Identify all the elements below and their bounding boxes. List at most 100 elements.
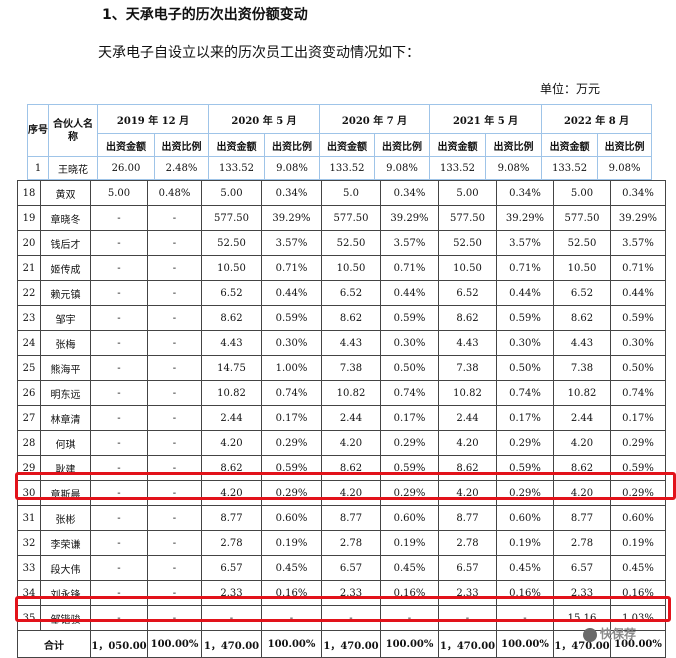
table-cell: 133.52 [429, 156, 487, 180]
table-cell: 30 [17, 480, 41, 506]
table-cell: 0.60% [496, 505, 554, 531]
table-row: 22 赖元镇 - -6.52 0.44% 6.52 0.44% 6.52 0.44% 6.52 0.… [17, 280, 666, 306]
table-row: 30 章斯晨 - -4.20 0.29% 4.20 0.29% 4.20 0.29% 4.20 0.… [17, 480, 666, 506]
total-label: 合计 [17, 630, 91, 658]
table-cell: 9.08% [485, 156, 543, 180]
table-cell: 0.29% [610, 430, 666, 456]
table-cell: - [90, 505, 148, 531]
table-cell: 2.44 [553, 405, 611, 431]
table-cell: - [147, 505, 202, 531]
table-cell: 0.59% [261, 305, 322, 331]
table-cell: 0.45% [380, 555, 439, 581]
table-cell: - [147, 205, 202, 231]
table-row: 1 王晓花 26.00 2.48% 133.52 9.08% 133.52 9.08% 133.… [27, 156, 653, 180]
table-cell: 20 [17, 230, 41, 256]
table-cell: 0.16% [610, 580, 666, 606]
table-cell: 26 [17, 380, 41, 406]
table-cell: 52.50 [201, 230, 262, 256]
table-cell: 1.03% [610, 605, 666, 631]
total-cell: 1，470.00 [321, 630, 381, 658]
total-row: 合计 1，050.00 100.00% 1，470.00 100.00% 1，470.00… [17, 630, 666, 658]
table-cell: 张彬 [40, 505, 91, 531]
table-cell: 0.19% [496, 530, 554, 556]
table-cell: - [90, 280, 148, 306]
table-cell: 8.62 [321, 305, 381, 331]
table-cell: 何琪 [40, 430, 91, 456]
table-cell: 0.74% [380, 380, 439, 406]
table-row: 24 张梅 - -4.43 0.30% 4.43 0.30% 4.43 0.30% 4.43 0.3… [17, 330, 666, 356]
total-cell: 1，050.00 [90, 630, 148, 658]
table-cell: - [147, 605, 202, 631]
table-cell: 0.44% [610, 280, 666, 306]
subheader-row: 出资金额 出资比例 出资金额 出资比例 出资金额 出资比例 出资金额 出资比例 出资金额 出资比例 [28, 133, 653, 157]
table-row: 19 章晓冬 - -577.50 39.29% 577.50 39.29% 577.50 39.… [17, 205, 666, 231]
table-cell: 2.44 [438, 405, 497, 431]
total-cell: 1，470.00 [201, 630, 262, 658]
ratio-subheader: 出资比例 [374, 133, 431, 157]
period-header: 2020 年 5 月 [208, 104, 321, 134]
table-cell: 林章清 [40, 405, 91, 431]
table-cell: - [147, 355, 202, 381]
table-cell: 0.50% [380, 355, 439, 381]
table-cell: - [90, 530, 148, 556]
table-cell: - [147, 555, 202, 581]
table-cell: 10.82 [201, 380, 262, 406]
table-cell: 52.50 [438, 230, 497, 256]
table-cell: 8.77 [201, 505, 262, 531]
table-cell: 27 [17, 405, 41, 431]
table-cell: 8.77 [553, 505, 611, 531]
table-row: 35 邹锴骏 - - - - - - - -15.16 1.03% [17, 605, 666, 631]
ratio-subheader: 出资比例 [264, 133, 321, 157]
table-cell: 6.57 [553, 555, 611, 581]
table-cell: - [90, 230, 148, 256]
table-cell: 1 [27, 156, 49, 180]
table-cell: 0.60% [610, 505, 666, 531]
table-cell: - [147, 330, 202, 356]
table-row: 21 姬传成 - -10.50 0.71% 10.50 0.71% 10.50 0.71% 10.… [17, 255, 666, 281]
ratio-subheader: 出资比例 [597, 133, 653, 157]
table-cell: 2.33 [438, 580, 497, 606]
table-cell: 2.44 [321, 405, 381, 431]
table-cell: 4.20 [321, 430, 381, 456]
table-cell: - [147, 305, 202, 331]
seq-header: 序号 [27, 104, 49, 157]
table-cell: 21 [17, 255, 41, 281]
table-row: 27 林章清 - -2.44 0.17% 2.44 0.17% 2.44 0.17% 2.44 0.… [17, 405, 666, 431]
table-cell: 李荣谦 [40, 530, 91, 556]
table-row: 29 耿建 - -8.62 0.59% 8.62 0.59% 8.62 0.59% 8.62 0.5… [17, 455, 666, 481]
table-cell: 7.38 [553, 355, 611, 381]
table-cell: 577.50 [321, 205, 381, 231]
table-cell: - [147, 380, 202, 406]
table-cell: 2.78 [201, 530, 262, 556]
table-cell: 0.30% [261, 330, 322, 356]
table-cell: 8.62 [201, 455, 262, 481]
table-cell: 10.82 [321, 380, 381, 406]
table-cell: - [90, 380, 148, 406]
table-cell: 133.52 [541, 156, 599, 180]
table-cell: 钱后才 [40, 230, 91, 256]
table-cell: 39.29% [610, 205, 666, 231]
table-cell: - [147, 480, 202, 506]
table-cell: 5.00 [438, 180, 497, 206]
table-cell: 577.50 [438, 205, 497, 231]
table-cell: 4.43 [553, 330, 611, 356]
table-cell: 6.52 [553, 280, 611, 306]
table-cell: 39.29% [380, 205, 439, 231]
table-cell: 8.77 [321, 505, 381, 531]
table-cell: 0.59% [261, 455, 322, 481]
table-cell: 0.60% [380, 505, 439, 531]
period-header: 2022 年 8 月 [541, 104, 653, 134]
table-cell: 0.59% [610, 305, 666, 331]
table-cell: 4.43 [201, 330, 262, 356]
table-cell: 0.60% [261, 505, 322, 531]
table-cell: 5.00 [553, 180, 611, 206]
table-cell: 0.34% [610, 180, 666, 206]
table-cell: 10.50 [201, 255, 262, 281]
table-cell: 0.29% [380, 430, 439, 456]
table-cell: 6.57 [201, 555, 262, 581]
table-cell: 0.30% [380, 330, 439, 356]
amount-subheader: 出资金额 [208, 133, 266, 157]
table-cell: 张梅 [40, 330, 91, 356]
table-cell: 32 [17, 530, 41, 556]
ratio-subheader: 出资比例 [153, 133, 210, 157]
